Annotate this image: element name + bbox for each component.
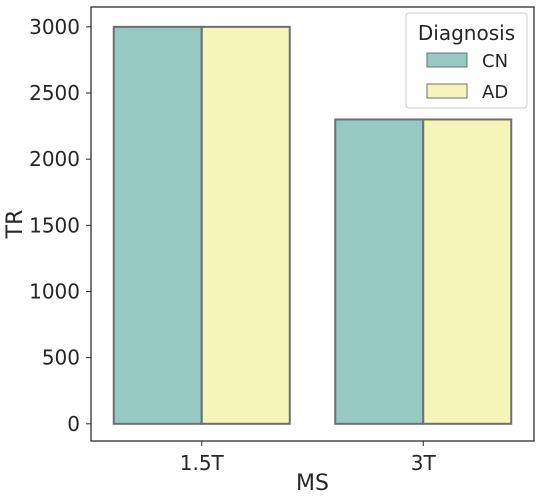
x-axis-ticks: 1.5T 3T bbox=[180, 441, 437, 475]
bar-cn-1-5t bbox=[112, 25, 203, 425]
y-tick-label: 0 bbox=[67, 412, 80, 436]
legend: Diagnosis CN AD bbox=[405, 12, 528, 109]
legend-label-cn: CN bbox=[482, 51, 508, 72]
bars-group bbox=[112, 25, 513, 425]
bar-cn-3t bbox=[334, 118, 425, 425]
bar-ad-3t bbox=[422, 118, 513, 425]
y-tick-label: 2500 bbox=[29, 81, 80, 105]
plot-frame bbox=[90, 6, 535, 442]
y-tick-label: 1000 bbox=[29, 279, 80, 303]
legend-swatch-cn bbox=[426, 52, 468, 68]
y-tick-label: 2000 bbox=[29, 147, 80, 171]
y-tick-label: 3000 bbox=[29, 15, 80, 39]
legend-title: Diagnosis bbox=[418, 21, 515, 45]
y-tick-label: 1500 bbox=[29, 213, 80, 237]
legend-label-ad: AD bbox=[482, 82, 508, 103]
x-tick-label: 1.5T bbox=[180, 451, 225, 475]
y-axis-ticks: 0 500 1000 1500 2000 2500 3000 bbox=[29, 15, 91, 436]
legend-swatch-ad bbox=[426, 83, 468, 99]
bar-ad-1-5t bbox=[200, 25, 291, 425]
x-axis-label: MS bbox=[296, 471, 329, 496]
y-axis-label: TR bbox=[3, 210, 28, 240]
x-tick-label: 3T bbox=[411, 451, 437, 475]
y-tick-label: 500 bbox=[42, 346, 80, 370]
